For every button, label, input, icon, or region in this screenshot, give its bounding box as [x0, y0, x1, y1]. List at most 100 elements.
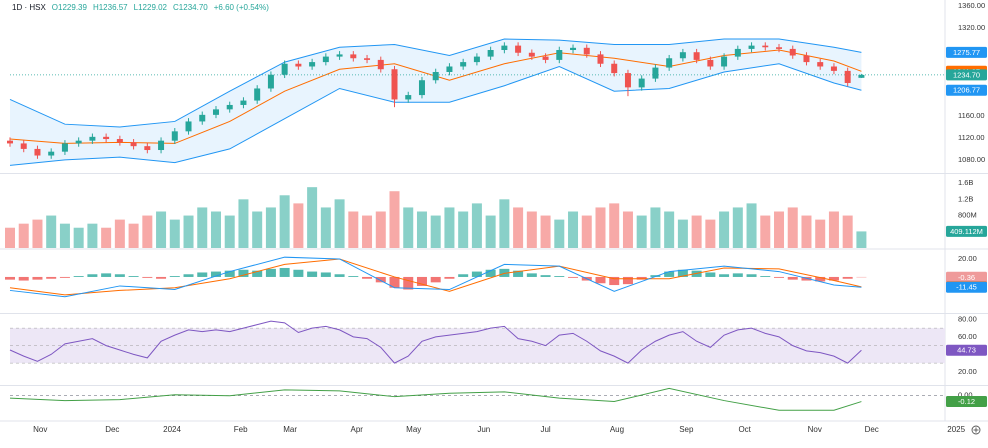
histogram-bar [815, 276, 826, 282]
volume-bar [334, 199, 345, 248]
volume-bar [375, 211, 386, 248]
volume-bar [664, 211, 675, 248]
candle-body [158, 140, 165, 151]
histogram-bar [375, 276, 386, 283]
histogram-bar [293, 269, 304, 277]
candle-body [322, 56, 329, 63]
histogram-bar [348, 276, 359, 277]
histogram-bar [513, 270, 524, 277]
candle-body [116, 139, 123, 143]
volume-bar [238, 199, 249, 248]
histogram-bar [142, 276, 153, 278]
volume-bar [499, 199, 510, 248]
x-tick-label: Feb [234, 425, 248, 434]
volume-bar [485, 215, 496, 248]
histogram-bar [46, 276, 57, 279]
candle-body [61, 143, 68, 152]
volume-bar [169, 219, 180, 248]
volume-bar [210, 211, 221, 248]
volume-bar [691, 215, 702, 248]
volume-bar [18, 223, 29, 248]
volume-bar [87, 223, 98, 248]
candle-body [34, 148, 41, 156]
candle-body [679, 52, 686, 59]
histogram-bar [842, 276, 853, 279]
price-badge-label: -11.45 [956, 283, 977, 292]
price-badge-label: 1275.77 [953, 48, 980, 57]
histogram-bar [73, 276, 84, 277]
volume-bar [183, 215, 194, 248]
volume-bar [677, 219, 688, 248]
volume-bar [458, 211, 469, 248]
x-tick-label: Nov [808, 425, 822, 434]
candle-body [20, 143, 27, 149]
y-tick-label: 1160.00 [958, 111, 985, 120]
volume-bar [513, 207, 524, 248]
x-tick-label: Oct [738, 425, 751, 434]
price-badge-label: -0.36 [958, 273, 975, 282]
candle-body [515, 45, 522, 53]
volume-bar [842, 215, 853, 248]
histogram-bar [5, 276, 15, 280]
price-badge [946, 344, 987, 356]
y-tick-label: 0.00 [958, 391, 973, 400]
histogram-bar [114, 274, 125, 277]
x-tick-label: Sep [679, 425, 694, 434]
volume-bar [320, 207, 331, 248]
histogram-bar [59, 276, 70, 278]
candle-body [336, 54, 343, 57]
x-tick-label: Dec [105, 425, 119, 434]
histogram-bar [389, 276, 400, 288]
volume-bar [801, 215, 812, 248]
histogram-bar [403, 276, 414, 290]
volume-bar [128, 223, 139, 248]
candle-body [830, 66, 837, 71]
candle-body [418, 80, 425, 96]
volume-bar [471, 203, 482, 248]
volume-bar [252, 211, 263, 248]
volume-bar [348, 211, 359, 248]
candle-body [130, 142, 137, 147]
candle-body [528, 52, 535, 57]
candle-body [638, 78, 645, 88]
candle-body [364, 58, 371, 60]
candle-body [624, 73, 631, 88]
volume-bar [554, 219, 565, 248]
candle-body [185, 121, 192, 132]
histogram-bar [677, 269, 688, 277]
x-tick-label: Nov [33, 425, 47, 434]
histogram-bar [183, 274, 194, 277]
candle-body [254, 88, 261, 101]
histogram-bar [307, 271, 318, 277]
candle-body [432, 71, 439, 81]
candle-body [748, 45, 755, 49]
histogram-bar [210, 271, 221, 277]
candle-body [858, 74, 865, 78]
volume-bar [622, 211, 633, 248]
candle-body [721, 56, 728, 67]
volume-bar [540, 215, 551, 248]
indicator-line [9, 387, 862, 411]
candle-body [103, 136, 110, 140]
volume-bar [568, 211, 579, 248]
histogram-bar [18, 276, 29, 281]
volume-bar [224, 215, 235, 248]
histogram-bar [169, 276, 180, 277]
volume-bar [719, 211, 730, 248]
x-tick-label: Mar [283, 425, 297, 434]
histogram-bar [128, 276, 139, 277]
x-tick-label: May [406, 425, 421, 434]
candle-body [199, 114, 206, 122]
histogram-bar [362, 276, 373, 279]
volume-bar [705, 219, 716, 248]
price-badge [946, 281, 987, 293]
histogram-bar [526, 273, 537, 277]
candle-body [212, 109, 219, 115]
y-tick-label: 800M [958, 211, 977, 220]
histogram-bar [101, 273, 112, 277]
histogram-bar [760, 276, 771, 277]
rsi-band [10, 328, 945, 364]
settings-icon[interactable] [971, 425, 981, 435]
